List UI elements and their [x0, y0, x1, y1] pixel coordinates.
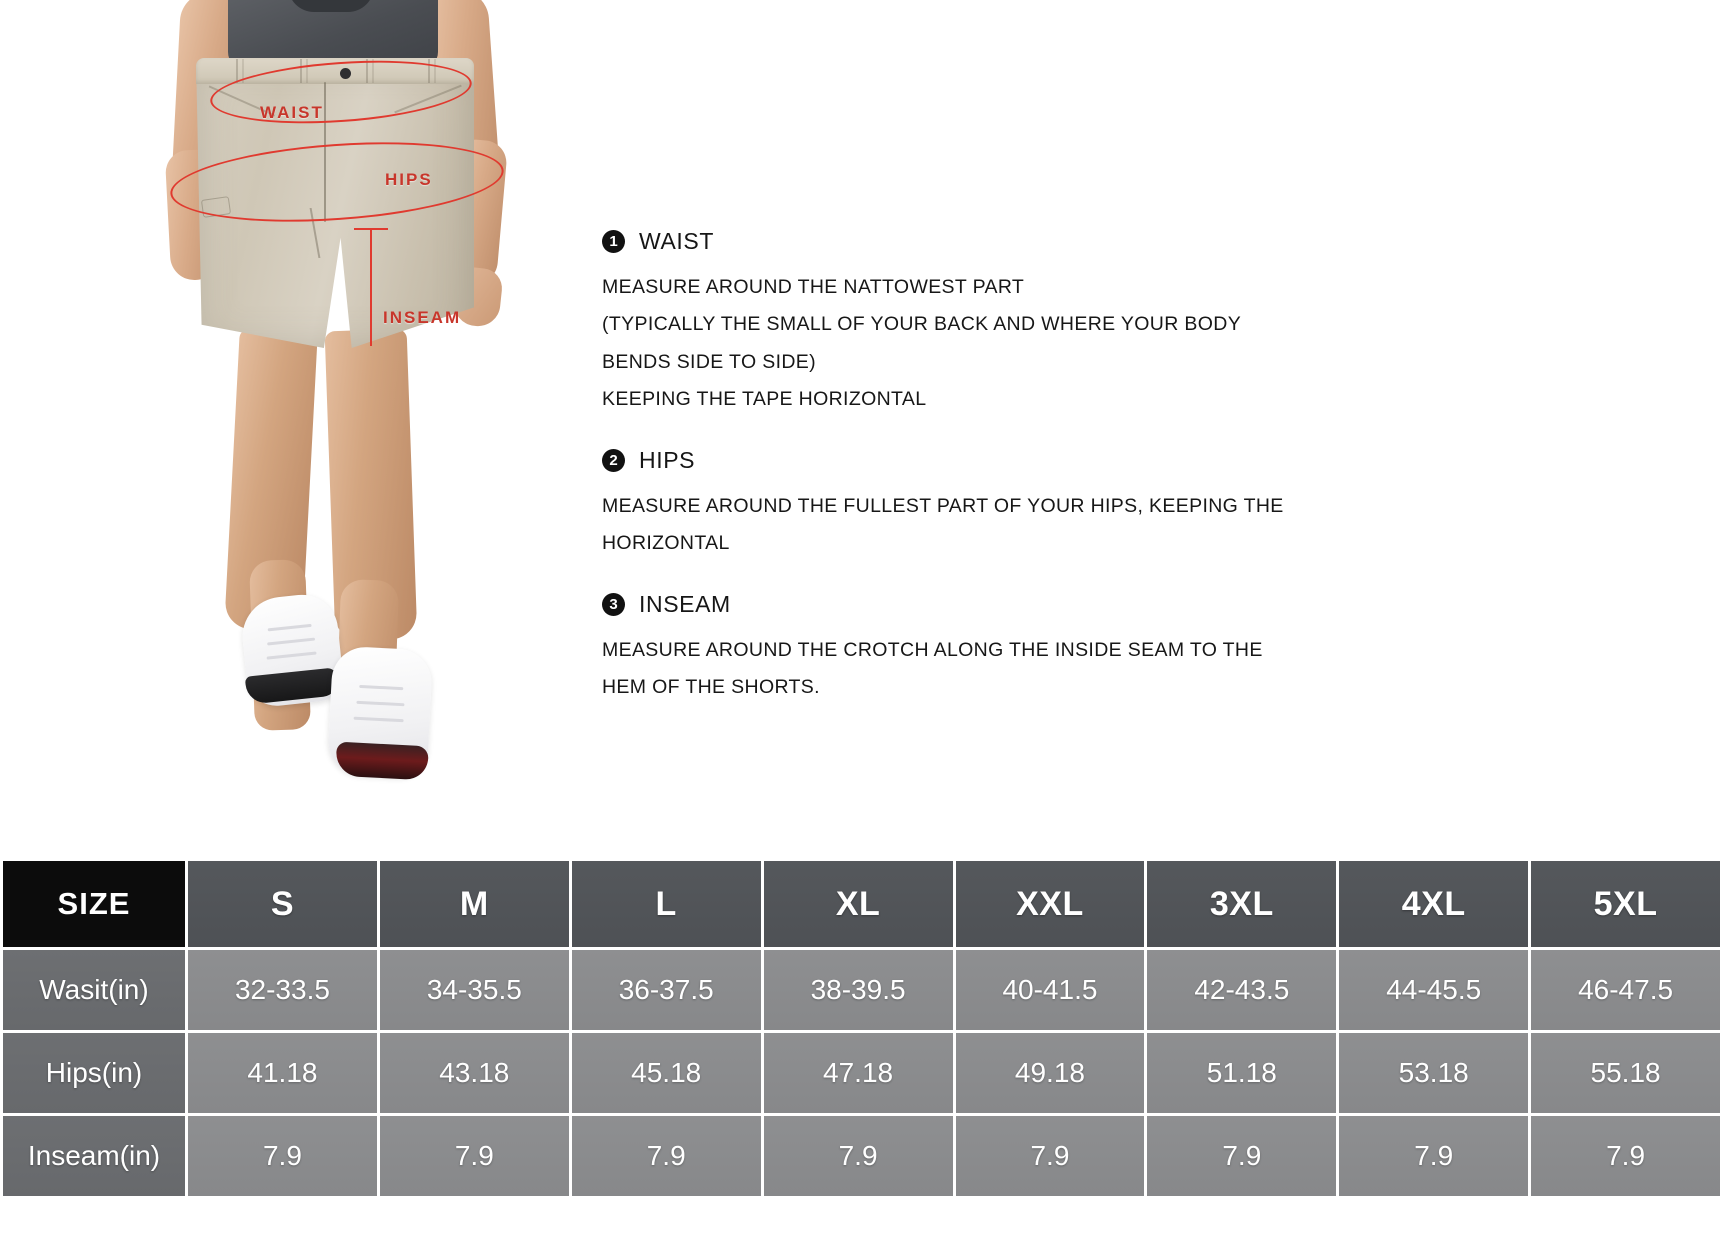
- product-photo: WAIST HIPS INSEAM: [0, 0, 560, 800]
- shorts-waistband: [196, 58, 474, 84]
- shoe-lace: [359, 684, 404, 691]
- waist-value-m: 34-35.5: [379, 950, 569, 1030]
- row-label-hips: Hips(in): [3, 1033, 185, 1113]
- inseam-value-5xl: 7.9: [1531, 1116, 1720, 1196]
- hips-value-s: 41.18: [188, 1033, 377, 1113]
- inseam-value-xxl: 7.9: [955, 1116, 1145, 1196]
- product-shorts: [196, 58, 474, 348]
- waist-value-3xl: 42-43.5: [1147, 950, 1337, 1030]
- instruction-line: (TYPICALLY THE SMALL OF YOUR BACK AND WH…: [602, 313, 1242, 336]
- instruction-block-waist: 1 WAIST MEASURE AROUND THE NATTOWEST PAR…: [602, 228, 1412, 419]
- instruction-block-hips: 2 HIPS MEASURE AROUND THE FULLEST PART O…: [602, 447, 1412, 563]
- belt-loop: [300, 59, 308, 83]
- instruction-line: HEM OF THE SHORTS.: [602, 676, 820, 699]
- belt-loop: [236, 59, 244, 83]
- hips-value-5xl: 55.18: [1531, 1033, 1720, 1113]
- row-label-waist: Wasit(in): [3, 950, 185, 1030]
- shoe-lace: [353, 716, 404, 723]
- header-size-4xl: 4XL: [1339, 861, 1529, 947]
- waist-annotation-label: WAIST: [260, 103, 324, 122]
- waist-value-xl: 38-39.5: [763, 950, 953, 1030]
- model-shoe-front-sole: [335, 741, 429, 781]
- number-badge-3-icon: 3: [602, 592, 625, 616]
- inseam-value-s: 7.9: [188, 1116, 377, 1196]
- header-size-s: S: [188, 861, 377, 947]
- instruction-line: HORIZONTAL: [602, 532, 730, 555]
- shorts-fly-seam: [324, 82, 326, 222]
- header-size-xl: XL: [763, 861, 953, 947]
- instruction-title: HIPS: [639, 446, 696, 473]
- inseam-value-m: 7.9: [379, 1116, 569, 1196]
- row-label-inseam: Inseam(in): [3, 1116, 185, 1196]
- inseam-value-l: 7.9: [571, 1116, 761, 1196]
- hips-value-xxl: 49.18: [955, 1033, 1145, 1113]
- shoe-lace: [356, 700, 405, 707]
- table-row: Wasit(in) 32-33.5 34-35.5 36-37.5 38-39.…: [3, 950, 1720, 1030]
- table-row: Inseam(in) 7.9 7.9 7.9 7.9 7.9 7.9 7.9 7…: [3, 1116, 1720, 1196]
- instruction-block-inseam: 3 INSEAM MEASURE AROUND THE CROTCH ALONG…: [602, 591, 1412, 707]
- header-size-label: SIZE: [3, 861, 185, 947]
- waist-value-s: 32-33.5: [188, 950, 377, 1030]
- header-size-3xl: 3XL: [1147, 861, 1337, 947]
- hips-value-m: 43.18: [379, 1033, 569, 1113]
- instruction-line: BENDS SIDE TO SIDE): [602, 350, 816, 373]
- instruction-line: MEASURE AROUND THE NATTOWEST PART: [602, 276, 1025, 298]
- instruction-title: WAIST: [639, 228, 714, 254]
- waist-value-xxl: 40-41.5: [955, 950, 1145, 1030]
- inseam-value-4xl: 7.9: [1339, 1116, 1529, 1196]
- shorts-button: [340, 68, 351, 79]
- instruction-line: MEASURE AROUND THE FULLEST PART OF YOUR …: [602, 494, 1284, 517]
- belt-loop: [428, 59, 436, 83]
- measuring-instructions: 1 WAIST MEASURE AROUND THE NATTOWEST PAR…: [602, 228, 1412, 707]
- instruction-line: MEASURE AROUND THE CROTCH ALONG THE INSI…: [602, 638, 1263, 661]
- instruction-heading: 3 INSEAM: [602, 591, 1412, 618]
- table-row: Hips(in) 41.18 43.18 45.18 47.18 49.18 5…: [3, 1033, 1720, 1113]
- shoe-lace: [267, 623, 312, 632]
- number-badge-2-icon: 2: [602, 448, 625, 472]
- hips-value-xl: 47.18: [763, 1033, 953, 1113]
- shoe-lace: [266, 651, 317, 660]
- hips-value-3xl: 51.18: [1147, 1033, 1337, 1113]
- waist-value-4xl: 44-45.5: [1339, 950, 1529, 1030]
- shoe-lace: [267, 637, 316, 646]
- inseam-measure-line: [370, 228, 372, 346]
- hips-annotation-label: HIPS: [385, 170, 433, 189]
- hips-value-4xl: 53.18: [1339, 1033, 1529, 1113]
- belt-loop: [366, 59, 374, 83]
- table-header-row: SIZE S M L XL XXL 3XL 4XL 5XL: [3, 861, 1720, 947]
- header-size-xxl: XXL: [955, 861, 1145, 947]
- size-chart-table: SIZE S M L XL XXL 3XL 4XL 5XL Wasit(in) …: [0, 858, 1723, 1199]
- header-size-l: L: [571, 861, 761, 947]
- instruction-heading: 2 HIPS: [602, 447, 1412, 474]
- header-size-m: M: [379, 861, 569, 947]
- inseam-value-xl: 7.9: [763, 1116, 953, 1196]
- instruction-line: KEEPING THE TAPE HORIZONTAL: [602, 388, 927, 411]
- inseam-annotation-label: INSEAM: [383, 308, 462, 327]
- waist-value-5xl: 46-47.5: [1531, 950, 1720, 1030]
- instruction-title: INSEAM: [639, 590, 731, 617]
- waist-value-l: 36-37.5: [571, 950, 761, 1030]
- instruction-heading: 1 WAIST: [602, 228, 1412, 255]
- hips-value-l: 45.18: [571, 1033, 761, 1113]
- inseam-value-3xl: 7.9: [1147, 1116, 1337, 1196]
- number-badge-1-icon: 1: [602, 230, 625, 253]
- header-size-5xl: 5XL: [1531, 861, 1720, 947]
